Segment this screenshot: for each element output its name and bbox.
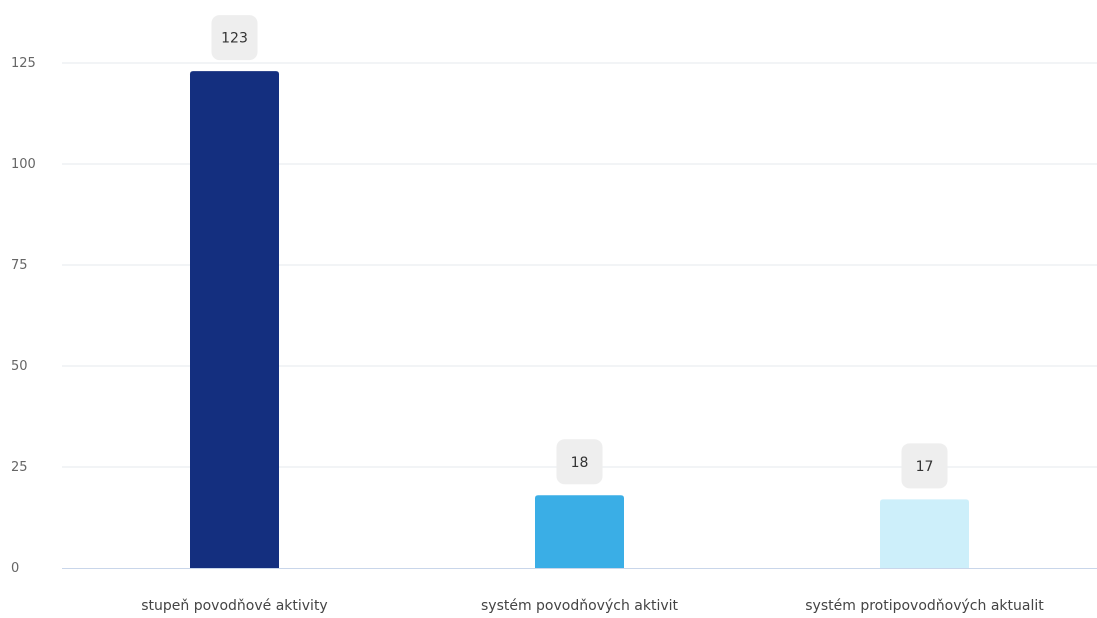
y-tick-label: 75 <box>11 258 28 273</box>
y-tick-label: 125 <box>11 56 36 71</box>
x-category-label: systém protipovodňových aktualit <box>805 598 1044 614</box>
y-tick-label: 0 <box>11 561 19 576</box>
y-tick-label: 100 <box>11 157 36 172</box>
x-category-label: systém povodňových aktivit <box>481 598 679 614</box>
data-label-background <box>211 15 258 61</box>
data-label-text: 18 <box>571 455 589 471</box>
bars <box>190 71 969 568</box>
y-axis-tick-labels: 0 25 50 75 100 125 <box>11 56 36 576</box>
data-label-background <box>556 439 603 485</box>
bar <box>190 71 279 568</box>
x-axis-category-labels: stupeň povodňové aktivity systém povodňov… <box>141 598 1044 614</box>
data-label-background <box>901 443 948 489</box>
x-category-label: stupeň povodňové aktivity <box>141 598 327 614</box>
bar <box>535 495 624 568</box>
data-label-text: 123 <box>221 31 248 47</box>
bar <box>880 499 969 568</box>
data-label: 18 <box>556 439 603 485</box>
data-label-text: 17 <box>916 459 934 475</box>
data-labels: 123 18 17 <box>211 15 948 489</box>
data-label: 123 <box>211 15 258 61</box>
y-tick-label: 25 <box>11 460 28 475</box>
data-label: 17 <box>901 443 948 489</box>
y-tick-label: 50 <box>11 359 28 374</box>
